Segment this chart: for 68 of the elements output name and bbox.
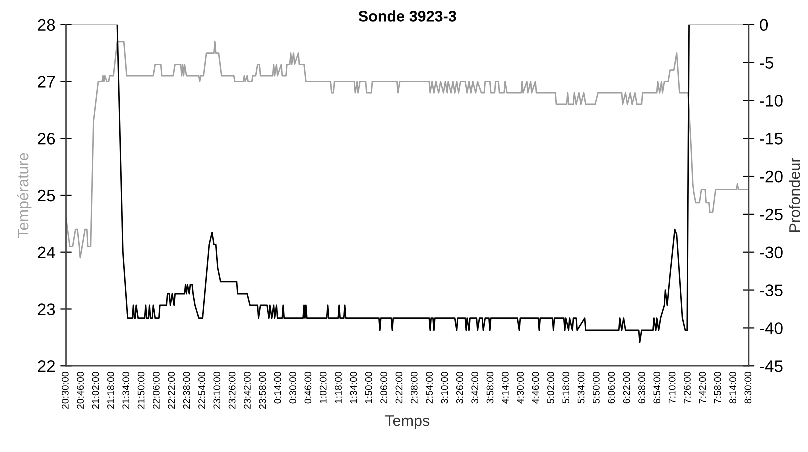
x-tick-label: 21:50:00 — [138, 372, 145, 410]
x-tick-label: 22:54:00 — [198, 372, 206, 410]
y2-axis-title: Profondeur — [789, 158, 800, 232]
y-tick-label: 25 — [38, 190, 56, 202]
y2-tick-label: 0 — [760, 19, 768, 32]
y2-tick-label: -30 — [760, 246, 783, 259]
x-tick-label: 7:42:00 — [699, 372, 706, 404]
x-tick-label: 5:18:00 — [562, 372, 570, 404]
x-tick-label: 23:10:00 — [214, 372, 221, 410]
x-tick-label: 3:42:00 — [472, 372, 479, 404]
x-tick-label: 20:46:00 — [77, 372, 84, 410]
y-axis-title: Température — [17, 153, 32, 238]
x-tick-label: 4:14:00 — [502, 372, 509, 404]
y-tick-label: 26 — [38, 133, 56, 145]
x-tick-label: 22:06:00 — [153, 372, 160, 410]
line-series — [66, 41, 750, 259]
x-tick-label: 5:02:00 — [548, 372, 554, 404]
x-tick-label: 22:22:00 — [168, 372, 176, 410]
x-tick-label: 4:46:00 — [532, 372, 540, 404]
x-tick-label: 8:30:00 — [744, 372, 752, 404]
x-tick-label: 22:38:00 — [183, 372, 190, 410]
x-tick-label: 3:10:00 — [441, 372, 448, 404]
y2-tick-label: -35 — [760, 284, 783, 296]
x-tick-label: 23:42:00 — [244, 372, 251, 410]
y2-tick-label: -25 — [760, 208, 783, 221]
x-tick-label: 7:26:00 — [684, 372, 691, 404]
x-tick-label: 2:06:00 — [380, 372, 388, 404]
x-tick-label: 1:50:00 — [365, 372, 372, 404]
x-tick-label: 1:02:00 — [320, 372, 327, 404]
y-tick-label: 23 — [38, 304, 56, 316]
x-tick-label: 0:30:00 — [290, 372, 296, 404]
x-tick-label: 0:46:00 — [304, 372, 312, 404]
x-tick-label: 7:10:00 — [668, 372, 676, 404]
x-tick-label: 1:18:00 — [335, 372, 342, 404]
x-tick-label: 8:14:00 — [730, 372, 736, 404]
y2-tick-label: -15 — [760, 133, 783, 145]
x-tick-label: 5:50:00 — [593, 372, 600, 404]
x-tick-label: 6:06:00 — [608, 372, 616, 404]
x-tick-label: 0:14:00 — [274, 372, 282, 404]
x-tick-label: 20:30:00 — [62, 372, 69, 410]
y2-tick-label: -20 — [760, 170, 783, 183]
x-tick-label: 5:34:00 — [578, 372, 585, 404]
x-tick-label: 6:22:00 — [623, 372, 630, 404]
y-tick-label: 28 — [38, 19, 56, 32]
x-tick-label: 23:26:00 — [228, 372, 236, 410]
x-tick-label: 7:58:00 — [714, 372, 722, 404]
x-tick-label: 21:34:00 — [122, 372, 130, 410]
x-axis-title: Temps — [385, 416, 430, 430]
x-tick-label: 2:38:00 — [410, 372, 418, 404]
x-tick-label: 21:18:00 — [108, 372, 114, 410]
x-tick-label: 21:02:00 — [92, 372, 100, 410]
x-tick-label: 6:54:00 — [654, 372, 661, 404]
y-tick-label: 22 — [38, 360, 56, 372]
y2-tick-label: -45 — [760, 360, 783, 372]
y2-tick-label: -5 — [760, 57, 774, 69]
x-tick-label: 2:22:00 — [396, 372, 403, 404]
x-tick-label: 2:54:00 — [426, 372, 434, 404]
chart-title: Sonde 3923-3 — [358, 10, 456, 22]
y2-tick-label: -40 — [760, 322, 783, 334]
y-tick-label: 27 — [38, 76, 56, 88]
x-tick-label: 3:26:00 — [456, 372, 464, 404]
x-tick-label: 4:30:00 — [517, 372, 524, 404]
y-tick-label: 24 — [38, 246, 56, 258]
x-tick-label: 6:38:00 — [638, 372, 646, 404]
x-tick-label: 3:58:00 — [486, 372, 494, 404]
x-tick-label: 23:58:00 — [259, 372, 266, 410]
x-tick-label: 1:34:00 — [350, 372, 358, 404]
y2-tick-label: -10 — [760, 95, 783, 107]
